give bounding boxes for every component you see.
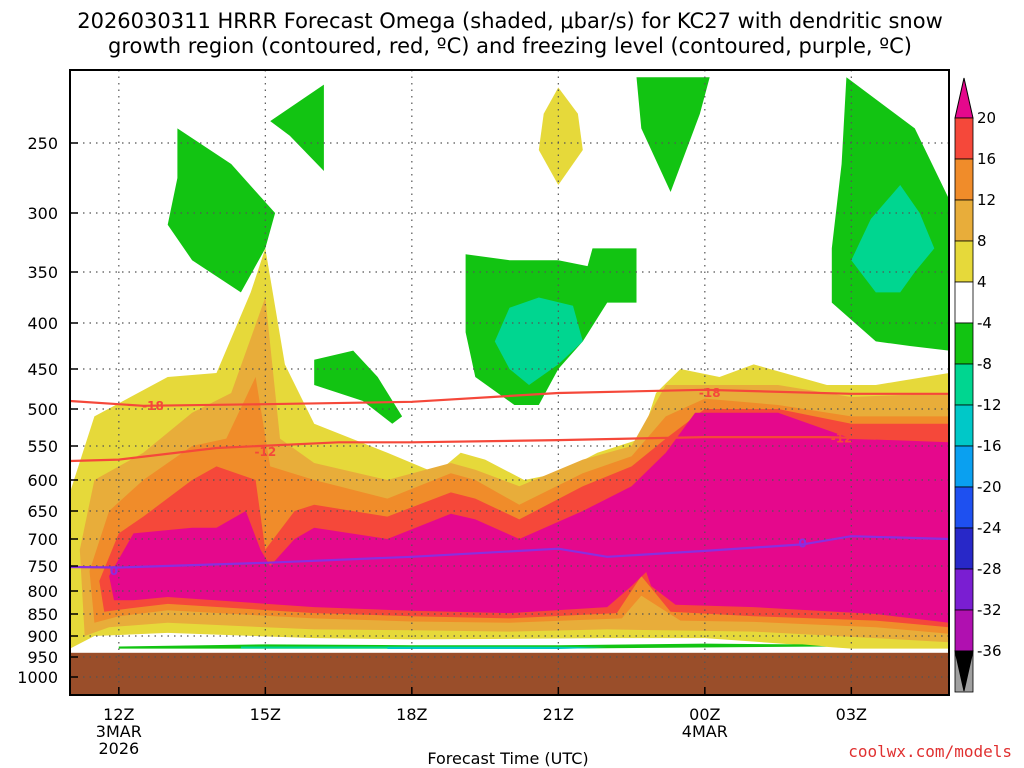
omega-region-16 [387,647,608,649]
x-tick-year-12Z: 2026 [98,739,139,758]
colorbar-label-0: 20 [977,109,996,127]
colorbar-label-7: -12 [977,396,1002,414]
colorbar-label-9: -20 [977,478,1002,496]
y-tick-label-300: 300 [27,204,58,223]
colorbar-label-2: 12 [977,191,996,209]
colorbar-swatch-5 [954,322,974,365]
colorbar-swatch-12 [954,609,974,652]
plot-area: -18 -12 -18 -12 0 0 [70,70,949,695]
y-tick-label-250: 250 [27,134,58,153]
colorbar-swatch-2 [954,199,974,242]
contour-label-4: 0 [110,564,118,578]
x-tick-label-12Z: 12Z [103,705,134,724]
colorbar: 20 16 12 8 4 -4 -8 -12 -16 -20 -24 -28 -32 -36 [954,77,1002,693]
contour-line--18-0 [70,388,949,407]
contour-line-0-2 [70,535,949,569]
contour-label-5: 0 [798,536,806,550]
contour-label-3: -12 [831,432,853,446]
contour-label-1: -12 [254,445,276,459]
plot-clip-group: -18 -12 -18 -12 0 0 [70,70,949,695]
contour-label-2: -18 [699,386,721,400]
colorbar-label-3: 8 [977,232,987,250]
colorbar-label-8: -16 [977,437,1002,455]
x-tick-sublabel-00Z: 4MAR [682,722,728,741]
contour-label-0: -18 [142,399,164,413]
x-tick-label-15Z: 15Z [250,705,281,724]
y-tick-label-750: 750 [27,557,58,576]
colorbar-swatch-3 [954,240,974,283]
colorbar-label-4: 4 [977,273,987,291]
colorbar-swatch-0 [954,117,974,160]
y-tick-label-1000: 1000 [17,668,58,687]
colorbar-swatch-9 [954,486,974,529]
colorbar-swatch-1 [954,158,974,201]
x-axis-label: Forecast Time (UTC) [427,749,588,768]
y-tick-label-350: 350 [27,263,58,282]
colorbar-label-6: -8 [977,355,992,373]
y-tick-label-950: 950 [27,648,58,667]
colorbar-label-11: -28 [977,560,1002,578]
colorbar-swatch-7 [954,404,974,447]
credit-text: coolwx.com/models [848,742,1012,761]
colorbar-swatch-4 [954,281,974,324]
omega-region-10 [538,87,583,185]
y-tick-label-650: 650 [27,502,58,521]
ground-fill [70,652,949,695]
y-tick-label-800: 800 [27,582,58,601]
y-tick-label-400: 400 [27,314,58,333]
colorbar-label-10: -24 [977,519,1002,537]
chart-title-line-2: growth region (contoured, red, ºC) and f… [108,34,912,58]
contour-line--12-1 [70,436,876,463]
y-tick-label-550: 550 [27,437,58,456]
y-tick-label-700: 700 [27,530,58,549]
colorbar-label-5: -4 [977,314,992,332]
colorbar-swatch-11 [954,568,974,611]
colorbar-swatch-6 [954,363,974,406]
x-tick-label-21Z: 21Z [543,705,574,724]
omega-region-4 [109,412,949,623]
x-tick-sublabel-12Z: 3MAR [96,722,142,741]
axes: 250 300 350 400 450 500 550 600 650 700 750 800 850 9… [17,69,950,758]
y-tick-label-450: 450 [27,360,58,379]
omega-region-5 [167,128,276,293]
colorbar-swatch-8 [954,445,974,488]
y-tick-label-500: 500 [27,400,58,419]
colorbar-bottom-arrow [954,650,974,692]
colorbar-label-12: -32 [977,601,1002,619]
y-tick-label-600: 600 [27,471,58,490]
y-tick-label-850: 850 [27,605,58,624]
omega-region-6 [270,84,324,171]
omega-region-13 [851,185,935,293]
y-tick-label-900: 900 [27,627,58,646]
omega-region-9 [494,297,583,385]
x-tick-label-03Z: 03Z [836,705,867,724]
chart-title-line-1: 2026030311 HRRR Forecast Omega (shaded, … [77,9,943,33]
colorbar-label-13: -36 [977,642,1002,660]
plot-frame [69,69,950,696]
x-tick-label-00Z: 00Z [689,705,720,724]
x-tick-label-18Z: 18Z [396,705,427,724]
omega-region-11 [636,77,710,192]
colorbar-label-1: 16 [977,150,996,168]
colorbar-top-arrow [954,77,974,119]
omega-region-7 [314,350,403,424]
colorbar-swatch-10 [954,527,974,570]
